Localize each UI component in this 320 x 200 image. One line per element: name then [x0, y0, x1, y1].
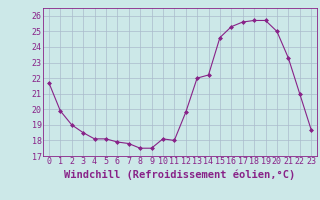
- X-axis label: Windchill (Refroidissement éolien,°C): Windchill (Refroidissement éolien,°C): [64, 169, 296, 180]
